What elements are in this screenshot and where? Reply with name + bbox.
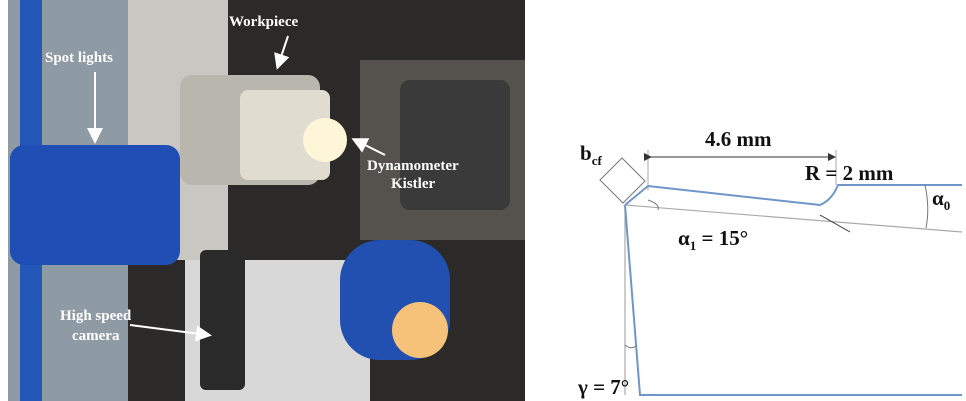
label: Workpiece [229, 14, 298, 30]
label: γ = 7° [577, 375, 629, 399]
subscript: 0 [944, 198, 951, 213]
figure: Workpiece Spot lights Dynamometer Kistle… [0, 0, 966, 401]
symbol: b [580, 141, 592, 165]
photo: Workpiece Spot lights Dynamometer Kistle… [8, 0, 525, 401]
label: Spot lights [45, 50, 113, 66]
label: α0 [932, 186, 950, 213]
value: = 15° [696, 226, 748, 250]
label: Kistler [391, 176, 435, 192]
label: R = 2 mm [805, 161, 894, 185]
subscript: cf [592, 153, 603, 168]
label: High speed [60, 308, 132, 324]
label: Dynamometer [367, 158, 459, 174]
symbol: α [932, 186, 944, 210]
symbol: α [678, 226, 690, 250]
label: bcf [580, 141, 602, 168]
label: 4.6 mm [705, 127, 772, 151]
label: α1 = 15° [678, 226, 748, 253]
label: camera [72, 328, 120, 344]
diagram [600, 150, 962, 395]
